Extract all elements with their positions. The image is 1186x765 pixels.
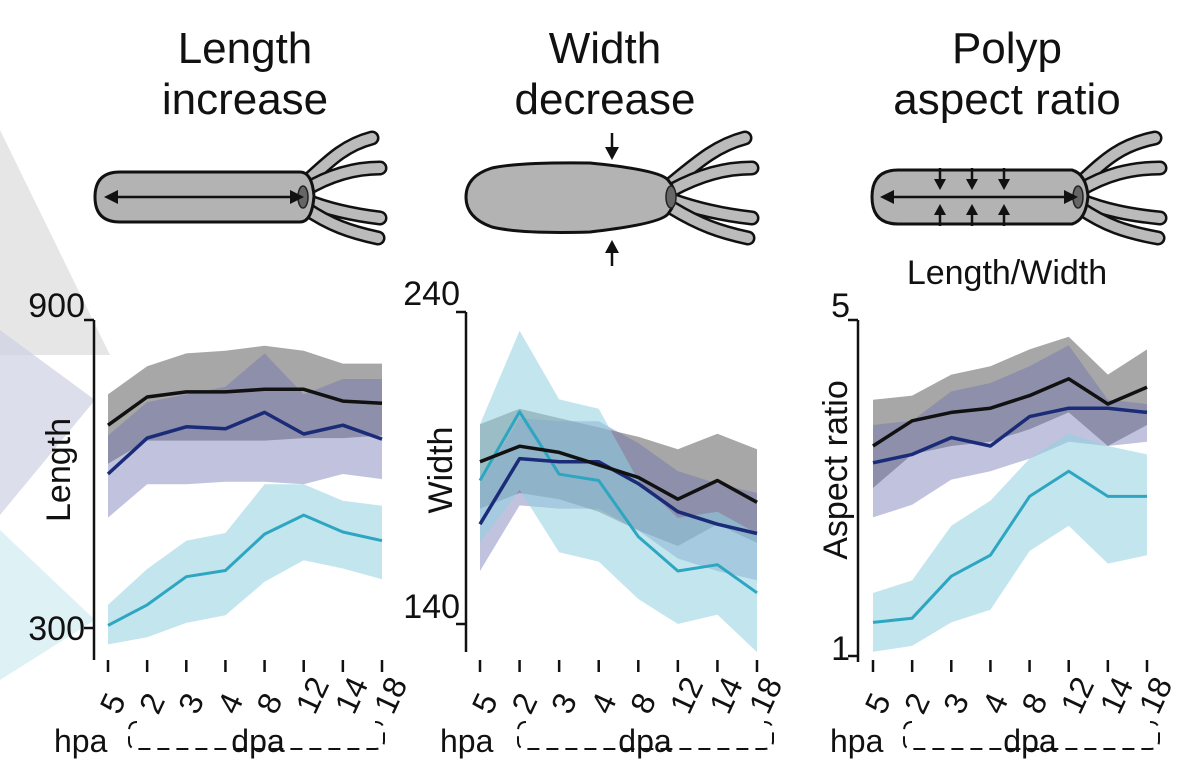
- dpa-label: dpa: [231, 723, 285, 759]
- series-line-cyan: [107, 513, 383, 627]
- x-tick-label: 8: [249, 688, 289, 719]
- hpa-label: hpa: [54, 723, 108, 759]
- y-min-label: 1: [831, 630, 850, 668]
- x-tick-label: 8: [1014, 688, 1054, 719]
- x-tick-label: 14: [702, 671, 750, 718]
- series-line-cyan: [478, 410, 758, 595]
- y-min-label: 140: [403, 588, 460, 626]
- dpa-bracket: [903, 721, 1160, 750]
- x-tick-label: 2: [897, 688, 937, 719]
- x-tick-label: 2: [504, 688, 544, 719]
- polyp-diagram-width: [464, 130, 760, 266]
- panel-title-line-2: increase: [162, 75, 328, 124]
- series-line-black: [479, 444, 758, 504]
- x-tick-label: 5: [93, 688, 133, 719]
- band-cyan: [873, 433, 1147, 652]
- panel-title-line-1: Length: [178, 24, 313, 73]
- diagram-caption: Length/Width: [907, 254, 1107, 292]
- x-tick-label: 3: [544, 688, 584, 719]
- band-black: [108, 345, 382, 464]
- series-line-cyan: [872, 469, 1147, 624]
- y-axis-title: Width: [422, 427, 460, 514]
- band-cyan: [480, 330, 757, 653]
- band-cyan: [108, 484, 382, 645]
- x-tick-label: 4: [583, 688, 623, 719]
- width-arrows: [605, 133, 619, 266]
- x-tick-label: 14: [328, 671, 376, 718]
- y-min-label: 300: [28, 610, 85, 648]
- x-tick-label: 5: [465, 688, 505, 719]
- dpa-label: dpa: [618, 723, 672, 759]
- panel-title-line-1: Polyp: [952, 24, 1062, 73]
- dpa-label: dpa: [1003, 723, 1057, 759]
- length-arrow: [104, 190, 304, 204]
- decor-wedge-purple: [0, 330, 95, 515]
- x-tick-label: 3: [171, 688, 211, 719]
- x-tick-label: 12: [288, 671, 336, 718]
- group-bracket-width: hpa dpa: [440, 721, 774, 759]
- series-line-navy: [106, 410, 383, 476]
- dpa-bracket: [517, 721, 774, 750]
- x-tick-label: 2: [132, 688, 172, 719]
- x-tick-label: 12: [1053, 671, 1101, 718]
- x-tick-label: 4: [975, 688, 1015, 719]
- polyp-tentacles: [664, 130, 760, 246]
- x-tick-label: 14: [1093, 671, 1141, 718]
- x-tick-label: 3: [936, 688, 976, 719]
- y-axis-title: Aspect ratio: [817, 380, 855, 560]
- y-max-label: 240: [403, 275, 460, 313]
- panel-width: Width decrease 240 140: [403, 24, 789, 759]
- panel-title-line-1: Width: [549, 24, 661, 73]
- group-bracket-length: hpa dpa: [54, 721, 385, 759]
- polyp-body: [464, 161, 677, 234]
- x-tick-label: 18: [742, 671, 790, 718]
- polyp-tentacles: [297, 130, 388, 246]
- panel-title-line-2: decrease: [514, 75, 695, 124]
- series-line-navy: [872, 406, 1148, 465]
- polyp-mouth: [665, 185, 677, 209]
- polyp-diagram-aspect: [870, 130, 1168, 246]
- series-line-black: [872, 377, 1148, 448]
- x-tick-label: 12: [663, 671, 711, 718]
- series-line-black: [106, 387, 383, 427]
- hpa-label: hpa: [830, 723, 884, 759]
- x-tick-label: 18: [1132, 671, 1180, 718]
- panel-length: Length increase 900 300 Length: [28, 24, 414, 759]
- x-tick-label: 18: [367, 671, 415, 718]
- y-axis-title: Length: [40, 418, 78, 522]
- y-max-label: 900: [28, 287, 85, 325]
- hpa-label: hpa: [440, 723, 494, 759]
- decor-wedge-gray: [0, 130, 110, 355]
- panel-title-line-2: aspect ratio: [893, 75, 1120, 124]
- aspect-arrows: [880, 168, 1078, 226]
- group-bracket-aspect: hpa dpa: [830, 721, 1160, 759]
- polyp-tentacles: [1072, 130, 1168, 246]
- polyp-diagram-length: [93, 130, 388, 246]
- band-navy: [108, 353, 382, 518]
- dpa-bracket: [128, 721, 385, 750]
- x-tick-label: 8: [623, 688, 663, 719]
- x-tick-label: 4: [210, 688, 250, 719]
- decor-wedge-cyan: [0, 530, 95, 680]
- y-max-label: 5: [831, 287, 850, 325]
- panel-aspect-ratio: Polyp aspect ratio: [817, 24, 1179, 759]
- band-black: [873, 336, 1147, 488]
- x-tick-label: 5: [858, 688, 898, 719]
